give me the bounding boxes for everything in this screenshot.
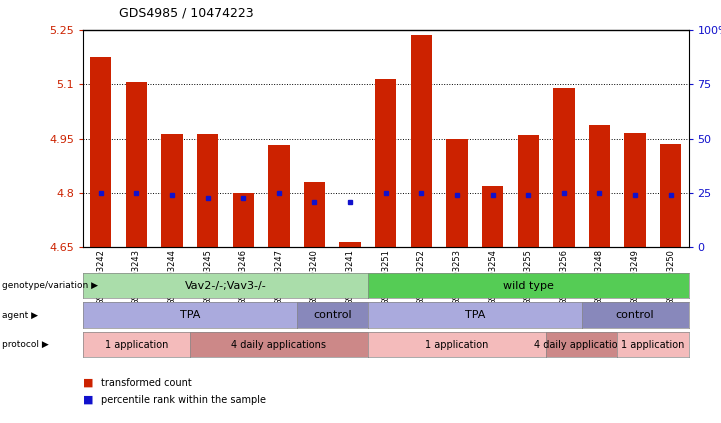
Bar: [304, 182, 325, 247]
Text: ■: ■: [83, 395, 94, 405]
Text: genotype/variation ▶: genotype/variation ▶: [2, 281, 98, 290]
Bar: [624, 133, 646, 247]
Bar: [162, 134, 182, 247]
Text: 4 daily applications: 4 daily applications: [231, 340, 327, 350]
Text: 1 application: 1 application: [425, 340, 489, 350]
Bar: [268, 145, 290, 247]
Bar: [125, 82, 147, 247]
Text: 4 daily applications: 4 daily applications: [534, 340, 629, 350]
Text: control: control: [313, 310, 352, 320]
Bar: [340, 242, 360, 247]
Text: ■: ■: [83, 378, 94, 388]
Bar: [660, 144, 681, 247]
Bar: [411, 35, 432, 247]
Text: 1 application: 1 application: [622, 340, 685, 350]
Text: percentile rank within the sample: percentile rank within the sample: [101, 395, 266, 405]
Bar: [197, 134, 218, 247]
Text: agent ▶: agent ▶: [2, 310, 38, 320]
Bar: [518, 135, 539, 247]
Text: 1 application: 1 application: [105, 340, 168, 350]
Bar: [482, 186, 503, 247]
Bar: [90, 57, 112, 247]
Text: protocol ▶: protocol ▶: [2, 340, 49, 349]
Text: control: control: [616, 310, 655, 320]
Bar: [446, 139, 468, 247]
Bar: [589, 126, 610, 247]
Text: Vav2-/-;Vav3-/-: Vav2-/-;Vav3-/-: [185, 280, 266, 291]
Text: transformed count: transformed count: [101, 378, 192, 388]
Text: wild type: wild type: [503, 280, 554, 291]
Text: TPA: TPA: [180, 310, 200, 320]
Bar: [233, 193, 254, 247]
Text: TPA: TPA: [464, 310, 485, 320]
Bar: [553, 88, 575, 247]
Bar: [375, 79, 397, 247]
Text: GDS4985 / 10474223: GDS4985 / 10474223: [119, 6, 254, 19]
